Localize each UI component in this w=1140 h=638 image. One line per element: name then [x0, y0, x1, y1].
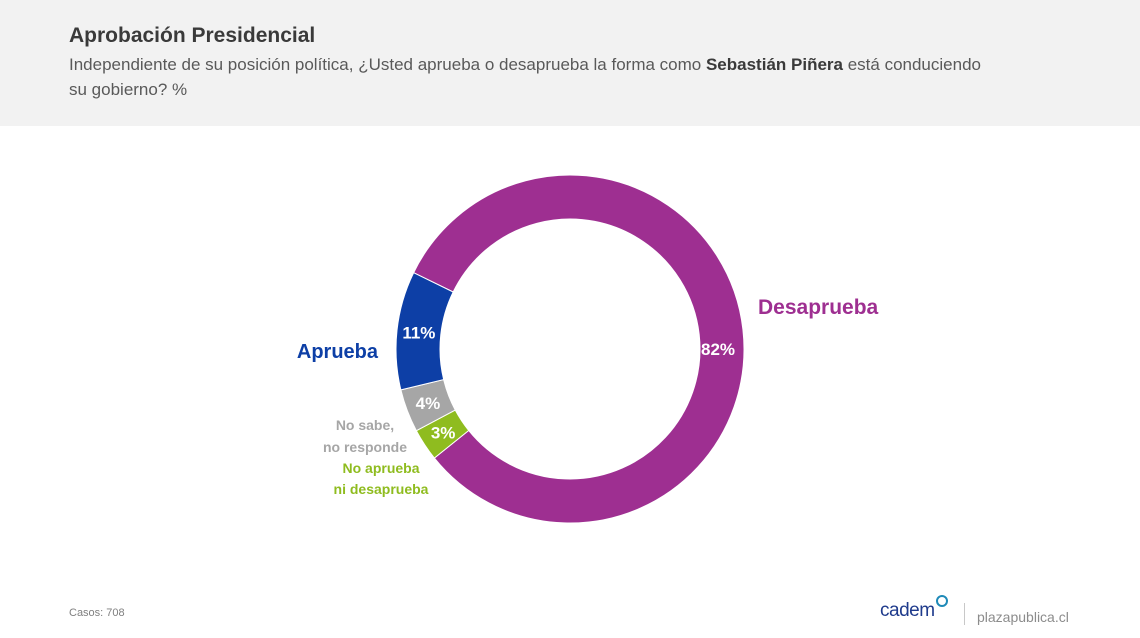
slice-value-label: 82% [701, 340, 735, 359]
slice-value-label: 11% [402, 324, 435, 343]
page-title: Aprobación Presidencial [69, 24, 316, 47]
page-subtitle: Independiente de su posición política, ¿… [69, 52, 999, 102]
subtitle-text-end: está conduciendo su gobierno? % [69, 55, 981, 99]
subtitle-highlight-name: Sebastián Piñera [705, 55, 843, 74]
cadem-logo-text: cadem [880, 600, 935, 621]
donut-slice-desaprueba [412, 174, 745, 524]
donut-slice-aprueba [395, 272, 454, 391]
cadem-logo-mark [935, 595, 948, 607]
sample-size-note: Casos: 708 [69, 607, 125, 619]
slice-category-label: No sabe, no responde [323, 417, 407, 455]
slice-category-label-line: No aprueba [342, 460, 419, 476]
slice-category-label: Desaprueba [758, 296, 879, 319]
slice-category-label: Aprueba [297, 341, 379, 363]
slice-value-label: 4% [416, 394, 441, 413]
slice-value-label: 3% [431, 424, 456, 443]
site-name: plazapublica.cl [977, 609, 1069, 625]
slice-category-label: No aprueba ni desaprueba [334, 460, 429, 497]
header-band: Aprobación Presidencial Independiente de… [0, 0, 1140, 126]
footer-divider [964, 603, 965, 625]
subtitle-text-start: Independiente de su posición política, ¿… [69, 55, 706, 74]
slice-category-label-line: no responde [323, 439, 407, 455]
donut-chart: 82% Desaprueba 3% No aprueba ni desaprueba 4%… [297, 174, 879, 524]
slice-category-label-line: ni desaprueba [334, 481, 429, 497]
slice-category-label-line: No sabe, [336, 417, 394, 433]
slice-category-label-line: Desaprueba [758, 296, 879, 319]
cadem-logo: cadem [880, 595, 948, 622]
slice-category-label-line: Aprueba [297, 341, 379, 363]
